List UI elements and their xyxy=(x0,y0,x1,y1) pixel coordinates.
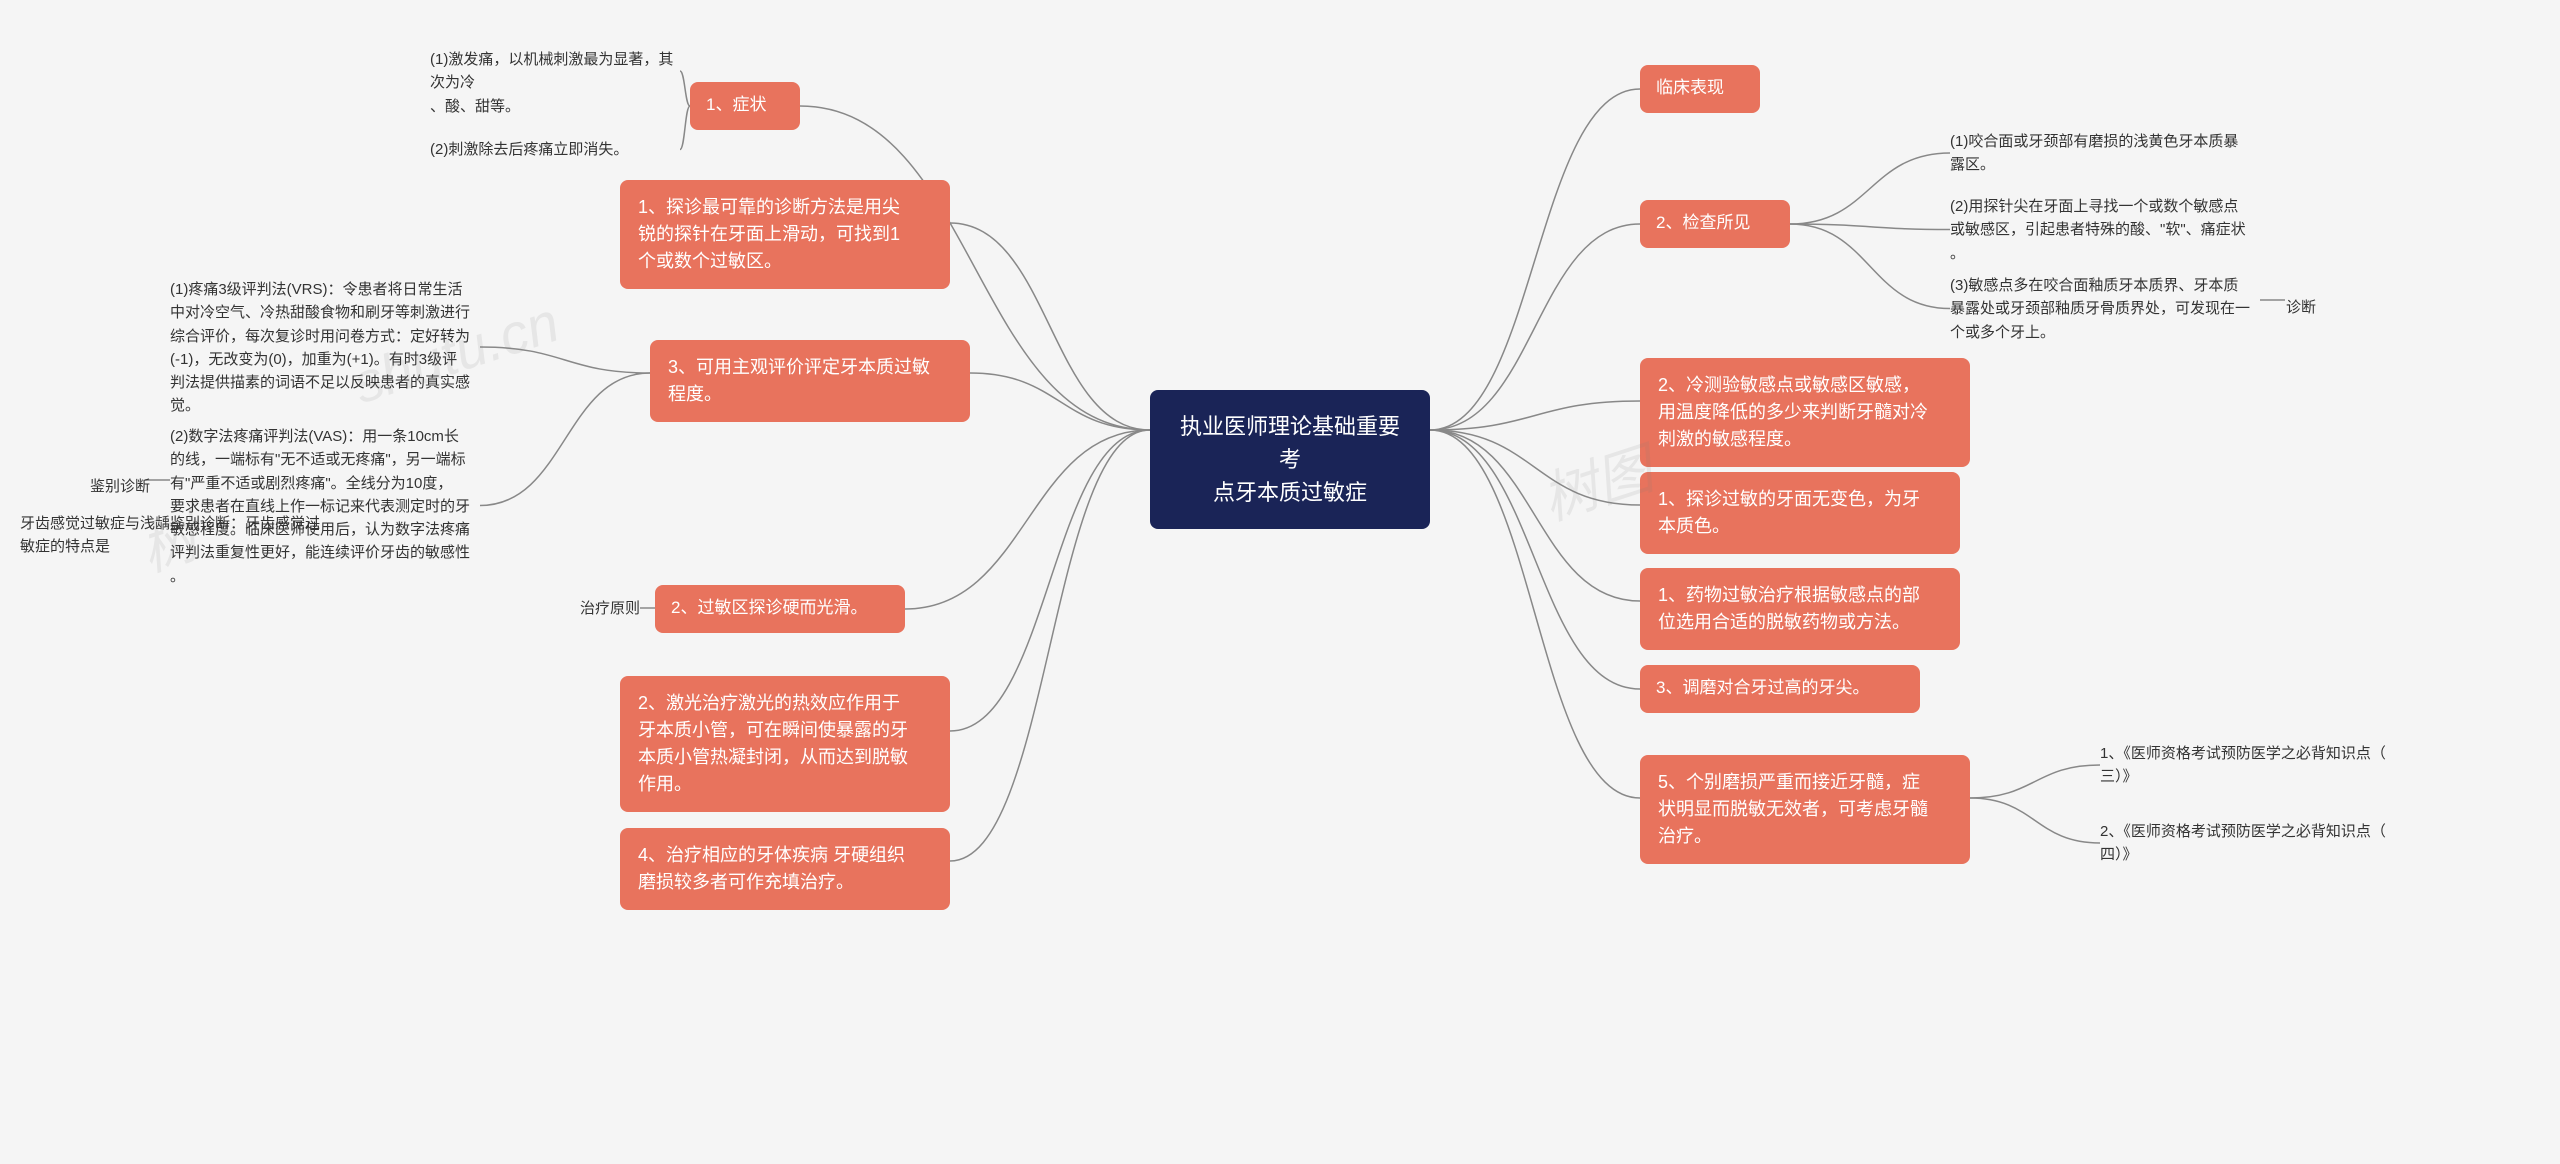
leaf-text: (3)敏感点多在咬合面釉质牙本质界、牙本质 暴露处或牙颈部釉质牙骨质界处，可发现… xyxy=(1950,274,2250,344)
branch-label: 鉴别诊断 xyxy=(90,475,150,496)
branch-label: 治疗原则 xyxy=(580,597,640,618)
left-node: 1、症状 xyxy=(690,82,800,130)
left-node: 2、激光治疗激光的热效应作用于 牙本质小管，可在瞬间使暴露的牙 本质小管热凝封闭… xyxy=(620,676,950,812)
leaf-text: (1)疼痛3级评判法(VRS)：令患者将日常生活 中对冷空气、冷热甜酸食物和刷牙… xyxy=(170,278,480,418)
right-node: 2、检查所见 xyxy=(1640,200,1790,248)
right-node: 临床表现 xyxy=(1640,65,1760,113)
leaf-text: (1)咬合面或牙颈部有磨损的浅黄色牙本质暴 露区。 xyxy=(1950,130,2250,177)
branch-label: 诊断 xyxy=(2286,296,2316,317)
left-node: 1、探诊最可靠的诊断方法是用尖 锐的探针在牙面上滑动，可找到1 个或数个过敏区。 xyxy=(620,180,950,289)
right-node: 1、药物过敏治疗根据敏感点的部 位选用合适的脱敏药物或方法。 xyxy=(1640,568,1960,650)
leaf-text: 2、《医师资格考试预防医学之必背知识点（ 四）》 xyxy=(2100,820,2400,867)
left-node: 2、过敏区探诊硬而光滑。 xyxy=(655,585,905,633)
leaf-text: (1)激发痛，以机械刺激最为显著，其次为冷 、酸、甜等。 xyxy=(430,48,680,118)
right-node: 3、调磨对合牙过高的牙尖。 xyxy=(1640,665,1920,713)
leaf-text: (2)数字法疼痛评判法(VAS)：用一条10cm长 的线，一端标有"无不适或无疼… xyxy=(170,425,480,588)
leaf-text: 牙齿感觉过敏症与浅龋鉴别诊断：牙齿感觉过 敏症的特点是 xyxy=(20,512,320,559)
left-node: 3、可用主观评价评定牙本质过敏 程度。 xyxy=(650,340,970,422)
center-node: 执业医师理论基础重要考 点牙本质过敏症 xyxy=(1150,390,1430,529)
right-node: 2、冷测验敏感点或敏感区敏感， 用温度降低的多少来判断牙髓对冷 刺激的敏感程度。 xyxy=(1640,358,1970,467)
leaf-text: (2)刺激除去后疼痛立即消失。 xyxy=(430,138,680,161)
right-node: 5、个别磨损严重而接近牙髓，症 状明显而脱敏无效者，可考虑牙髓 治疗。 xyxy=(1640,755,1970,864)
leaf-text: 1、《医师资格考试预防医学之必背知识点（ 三）》 xyxy=(2100,742,2400,789)
left-node: 4、治疗相应的牙体疾病 牙硬组织 磨损较多者可作充填治疗。 xyxy=(620,828,950,910)
right-node: 1、探诊过敏的牙面无变色，为牙 本质色。 xyxy=(1640,472,1960,554)
leaf-text: (2)用探针尖在牙面上寻找一个或数个敏感点 或敏感区，引起患者特殊的酸、"软"、… xyxy=(1950,195,2250,265)
